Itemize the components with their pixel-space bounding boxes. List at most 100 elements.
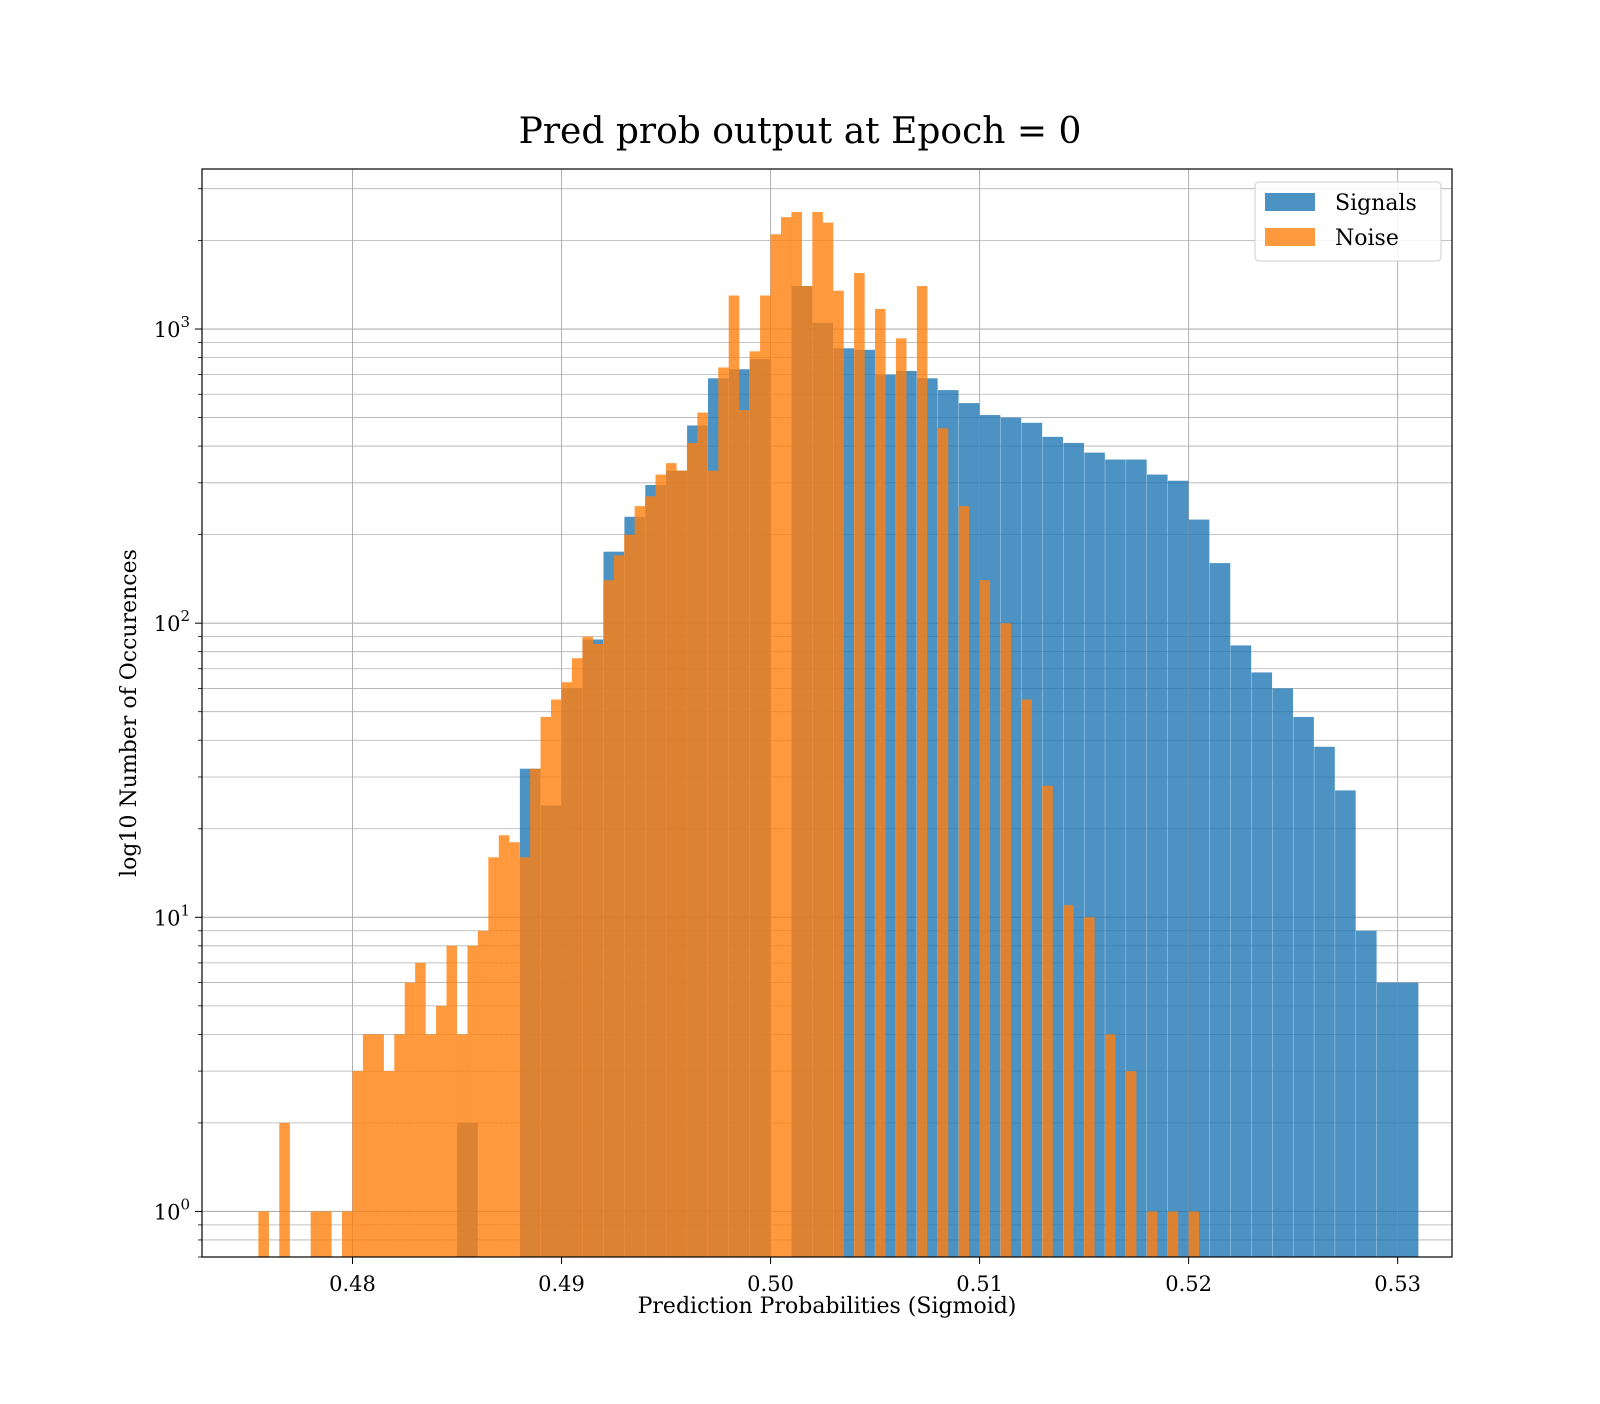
bar-noise <box>854 273 865 1257</box>
bar-noise <box>728 295 740 1257</box>
bar-noise <box>833 290 844 1258</box>
bar-noise <box>822 222 834 1257</box>
x-axis-label: Prediction Probabilities (Sigmoid) <box>638 1294 1017 1319</box>
x-tick-label: 0.49 <box>538 1272 585 1296</box>
bar-noise <box>258 1211 269 1257</box>
bar-noise <box>812 211 823 1258</box>
bar-noise <box>488 857 499 1257</box>
bar-noise <box>655 474 667 1257</box>
y-tick-label: 103 <box>154 313 190 342</box>
bar-noise <box>1104 1034 1116 1257</box>
bar-noise <box>383 1071 395 1257</box>
bar-signals <box>1146 474 1168 1257</box>
axis-ticks: 0.48 0.49 0.50 0.51 0.52 0.53 100 101 102 103 <box>154 188 1421 1296</box>
bar-noise <box>760 295 771 1257</box>
bar-noise <box>540 716 552 1257</box>
x-tick-label: 0.53 <box>1374 1272 1421 1296</box>
bar-noise <box>498 835 510 1257</box>
y-tick-label: 102 <box>154 607 190 636</box>
bar-noise <box>634 506 646 1257</box>
bar-noise <box>592 643 604 1257</box>
bars-layer <box>258 211 1419 1258</box>
bar-noise <box>446 945 458 1257</box>
plot-frame <box>201 168 1453 1258</box>
bar-signals <box>1335 790 1356 1257</box>
bar-noise <box>718 367 729 1257</box>
bar-noise <box>937 428 949 1258</box>
bar-noise <box>467 945 478 1257</box>
bar-noise <box>561 682 573 1257</box>
x-tick-label: 0.48 <box>329 1272 376 1296</box>
x-tick-label: 0.52 <box>1165 1272 1212 1296</box>
bar-noise <box>707 470 719 1257</box>
bar-noise <box>530 768 541 1257</box>
bar-signals <box>1293 716 1314 1257</box>
bar-signals <box>1376 982 1398 1257</box>
bar-noise <box>582 636 593 1257</box>
bar-noise <box>456 1034 468 1257</box>
bar-signals <box>1314 746 1335 1257</box>
bar-noise <box>739 410 750 1257</box>
bar-noise <box>394 1034 405 1257</box>
bar-signals <box>1230 645 1252 1257</box>
bar-signals <box>1126 459 1147 1257</box>
bar-noise <box>1063 905 1074 1257</box>
bar-noise <box>958 506 970 1257</box>
bar-noise <box>1167 1211 1179 1257</box>
bar-noise <box>665 463 677 1257</box>
bar-noise <box>603 580 614 1257</box>
bar-noise <box>362 1034 374 1257</box>
bar-noise <box>404 982 416 1257</box>
bar-noise <box>624 534 635 1257</box>
legend-label-noise: Noise <box>1335 226 1399 251</box>
bar-noise <box>321 1211 332 1257</box>
bar-noise <box>352 1071 364 1257</box>
bar-noise <box>1084 917 1095 1257</box>
y-tick-label: 100 <box>154 1195 190 1224</box>
bar-noise <box>1188 1211 1200 1257</box>
bar-noise <box>770 234 782 1258</box>
x-tick-label: 0.50 <box>747 1272 794 1296</box>
bar-noise <box>519 857 531 1257</box>
bar-noise <box>1000 623 1011 1257</box>
bar-noise <box>571 658 583 1257</box>
series-noise <box>258 211 1200 1258</box>
bar-signals <box>1356 930 1377 1257</box>
bar-noise <box>801 286 813 1257</box>
legend: Signals Noise <box>1254 181 1442 262</box>
bar-noise <box>436 1005 447 1257</box>
bar-signals <box>1397 982 1419 1257</box>
bar-signals <box>1188 519 1210 1257</box>
bar-noise <box>425 1034 437 1257</box>
bar-noise <box>310 1211 322 1257</box>
bar-noise <box>477 930 489 1257</box>
bar-noise <box>1042 785 1053 1257</box>
bar-noise <box>341 1211 353 1257</box>
legend-swatch-noise <box>1265 228 1315 246</box>
bar-noise <box>686 442 698 1257</box>
bar-signals <box>1272 688 1293 1257</box>
bar-noise <box>1021 699 1032 1257</box>
bar-noise <box>979 580 991 1257</box>
bar-noise <box>1146 1211 1158 1257</box>
bar-signals <box>1167 480 1189 1257</box>
bar-noise <box>509 842 520 1257</box>
bar-noise <box>749 351 761 1258</box>
bar-noise <box>875 308 886 1257</box>
bar-noise <box>373 1034 384 1257</box>
bar-noise <box>697 412 708 1257</box>
bar-noise <box>676 470 688 1257</box>
bar-noise <box>791 211 802 1258</box>
bar-noise <box>780 217 792 1257</box>
y-axis-label: log10 Number of Occurences <box>117 549 142 877</box>
y-tick-label: 101 <box>154 901 190 930</box>
bar-noise <box>1125 1071 1137 1257</box>
bar-noise <box>551 699 562 1257</box>
bar-noise <box>916 286 928 1257</box>
bar-noise <box>415 962 426 1257</box>
chart-title: Pred prob output at Epoch = 0 <box>519 111 1082 152</box>
bar-noise <box>613 555 625 1257</box>
bar-noise <box>895 338 907 1257</box>
bar-noise <box>645 496 656 1257</box>
